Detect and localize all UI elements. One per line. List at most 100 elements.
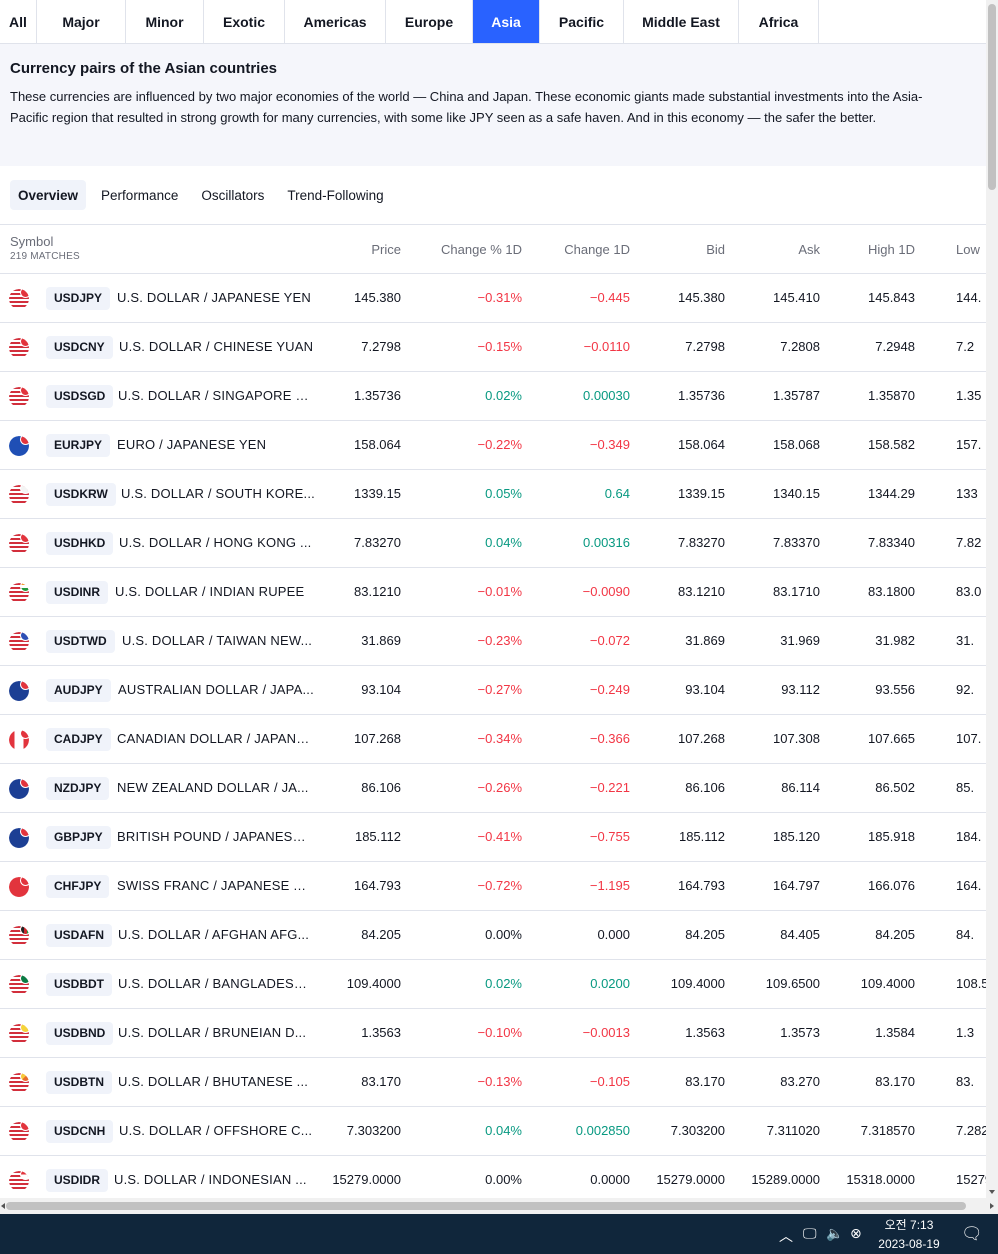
currency-flag-icon <box>9 779 29 799</box>
bid-cell: 1339.15 <box>678 486 725 501</box>
table-row[interactable]: USDJPY U.S. DOLLAR / JAPANESE YEN 145.380 −… <box>0 274 986 323</box>
table-row[interactable]: USDIDR U.S. DOLLAR / INDONESIAN ... 15279.… <box>0 1156 986 1198</box>
price-cell: 1339.15 <box>354 486 401 501</box>
clock[interactable]: 오전 7:13 2023-08-19 <box>868 1217 950 1252</box>
horizontal-scrollbar[interactable] <box>0 1198 998 1214</box>
symbol-description: U.S. DOLLAR / BANGLADESH... <box>118 976 314 991</box>
symbol-ticker[interactable]: USDTWD <box>46 630 115 653</box>
symbol-ticker[interactable]: USDINR <box>46 581 109 604</box>
region-tab-exotic[interactable]: Exotic <box>204 0 285 43</box>
symbol-description: U.S. DOLLAR / BRUNEIAN D... <box>118 1025 307 1040</box>
scroll-left-arrow-icon[interactable] <box>1 1203 5 1209</box>
table-row[interactable]: USDBDT U.S. DOLLAR / BANGLADESH... 109.400… <box>0 960 986 1009</box>
table-row[interactable]: USDSGD U.S. DOLLAR / SINGAPORE D... 1.3573… <box>0 372 986 421</box>
currency-flag-icon <box>9 1073 29 1093</box>
region-tab-asia[interactable]: Asia <box>473 0 540 43</box>
vertical-scroll-thumb[interactable] <box>988 4 996 190</box>
table-row[interactable]: GBPJPY BRITISH POUND / JAPANESE ... 185.11… <box>0 813 986 862</box>
tab-performance[interactable]: Performance <box>101 187 179 203</box>
horizontal-scroll-thumb[interactable] <box>6 1202 966 1210</box>
notification-off-icon[interactable]: ⊗ <box>850 1226 862 1242</box>
symbol-ticker[interactable]: GBPJPY <box>46 826 111 849</box>
table-row[interactable]: NZDJPY NEW ZEALAND DOLLAR / JA... 86.106 −0… <box>0 764 986 813</box>
symbol-ticker[interactable]: USDBND <box>46 1022 114 1045</box>
currency-flag-icon <box>9 975 29 995</box>
table-row[interactable]: CHFJPY SWISS FRANC / JAPANESE YEN 164.793 −… <box>0 862 986 911</box>
tab-trend-following[interactable]: Trend-Following <box>287 187 384 203</box>
tab-oscillators[interactable]: Oscillators <box>201 187 265 203</box>
price-cell: 164.793 <box>354 878 401 893</box>
table-row[interactable]: USDHKD U.S. DOLLAR / HONG KONG ... 7.83270… <box>0 519 986 568</box>
region-tab-africa[interactable]: Africa <box>739 0 819 43</box>
symbol-ticker[interactable]: AUDJPY <box>46 679 111 702</box>
symbol-ticker[interactable]: USDKRW <box>46 483 116 506</box>
region-tab-middle-east[interactable]: Middle East <box>624 0 739 43</box>
symbol-ticker[interactable]: USDSGD <box>46 385 114 408</box>
ask-cell: 158.068 <box>773 437 820 452</box>
symbol-ticker[interactable]: NZDJPY <box>46 777 110 800</box>
high-cell: 145.843 <box>868 290 915 305</box>
symbol-ticker[interactable]: USDHKD <box>46 532 114 555</box>
price-cell: 7.2798 <box>361 339 401 354</box>
low-cell: 7.82 <box>956 535 982 550</box>
symbol-ticker[interactable]: USDJPY <box>46 287 111 310</box>
symbol-ticker[interactable]: CHFJPY <box>46 875 110 898</box>
high-column-header[interactable]: High 1D <box>868 242 915 257</box>
jp-flag-icon <box>20 289 29 298</box>
region-tab-pacific[interactable]: Pacific <box>540 0 624 43</box>
symbol-ticker[interactable]: USDBDT <box>46 973 112 996</box>
price-column-header[interactable]: Price <box>371 242 401 257</box>
region-tab-europe[interactable]: Europe <box>386 0 473 43</box>
table-row[interactable]: USDKRW U.S. DOLLAR / SOUTH KORE... 1339.15… <box>0 470 986 519</box>
network-icon[interactable]: 🖵 <box>803 1226 817 1242</box>
region-tab-minor[interactable]: Minor <box>126 0 204 43</box>
currency-flag-icon <box>9 828 29 848</box>
symbol-ticker[interactable]: CADJPY <box>46 728 111 751</box>
high-cell: 86.502 <box>875 780 915 795</box>
region-tab-all[interactable]: All <box>0 0 37 43</box>
tw-flag-icon <box>20 632 29 641</box>
table-row[interactable]: USDINR U.S. DOLLAR / INDIAN RUPEE 83.1210 −… <box>0 568 986 617</box>
change-pct-column-header[interactable]: Change % 1D <box>441 242 522 257</box>
tab-overview[interactable]: Overview <box>10 180 87 210</box>
symbol-description: U.S. DOLLAR / SOUTH KORE... <box>121 486 315 501</box>
table-row[interactable]: USDCNH U.S. DOLLAR / OFFSHORE C... 7.30320… <box>0 1107 986 1156</box>
high-cell: 166.076 <box>868 878 915 893</box>
symbol-ticker[interactable]: USDBTN <box>46 1071 112 1094</box>
table-row[interactable]: AUDJPY AUSTRALIAN DOLLAR / JAPA... 93.104 −… <box>0 666 986 715</box>
vertical-scrollbar[interactable] <box>986 0 998 1198</box>
table-row[interactable]: USDBTN U.S. DOLLAR / BHUTANESE ... 83.170 −… <box>0 1058 986 1107</box>
symbol-ticker[interactable]: USDIDR <box>46 1169 109 1192</box>
ask-cell: 15289.0000 <box>751 1172 820 1187</box>
table-row[interactable]: CADJPY CANADIAN DOLLAR / JAPANE... 107.268… <box>0 715 986 764</box>
bid-column-header[interactable]: Bid <box>706 242 725 257</box>
region-tab-americas[interactable]: Americas <box>285 0 386 43</box>
high-cell: 1.35870 <box>868 388 915 403</box>
table-row[interactable]: USDTWD U.S. DOLLAR / TAIWAN NEW... 31.869 −… <box>0 617 986 666</box>
show-hidden-icons-chevron-icon[interactable]: ︿ <box>779 1229 793 1245</box>
price-cell: 107.268 <box>354 731 401 746</box>
change-column-header[interactable]: Change 1D <box>564 242 630 257</box>
low-column-header[interactable]: Low <box>956 242 980 257</box>
high-cell: 15318.0000 <box>846 1172 915 1187</box>
symbol-ticker[interactable]: USDCNY <box>46 336 113 359</box>
sg-flag-icon <box>20 387 29 396</box>
ask-column-header[interactable]: Ask <box>798 242 820 257</box>
scroll-right-arrow-icon[interactable] <box>990 1203 994 1209</box>
action-center-icon[interactable]: 🗨 <box>961 1224 983 1244</box>
volume-icon[interactable]: 🔈 <box>826 1226 844 1242</box>
scroll-down-arrow-icon[interactable] <box>989 1190 995 1194</box>
table-row[interactable]: USDCNY U.S. DOLLAR / CHINESE YUAN 7.2798 −0… <box>0 323 986 372</box>
symbol-ticker[interactable]: USDCNH <box>46 1120 114 1143</box>
symbol-column-header[interactable]: Symbol 219 MATCHES <box>10 234 80 262</box>
price-cell: 109.4000 <box>346 976 401 991</box>
symbol-ticker[interactable]: USDAFN <box>46 924 112 947</box>
table-row[interactable]: USDAFN U.S. DOLLAR / AFGHAN AFG... 84.205 0… <box>0 911 986 960</box>
table-row[interactable]: USDBND U.S. DOLLAR / BRUNEIAN D... 1.3563 −… <box>0 1009 986 1058</box>
symbol-ticker[interactable]: EURJPY <box>46 434 111 457</box>
table-row[interactable]: EURJPY EURO / JAPANESE YEN 158.064 −0.22% −0… <box>0 421 986 470</box>
region-tab-major[interactable]: Major <box>37 0 126 43</box>
bid-cell: 7.2798 <box>685 339 725 354</box>
ask-cell: 31.969 <box>780 633 820 648</box>
currency-table: Symbol 219 MATCHES Price Change % 1D Cha… <box>0 224 986 1198</box>
